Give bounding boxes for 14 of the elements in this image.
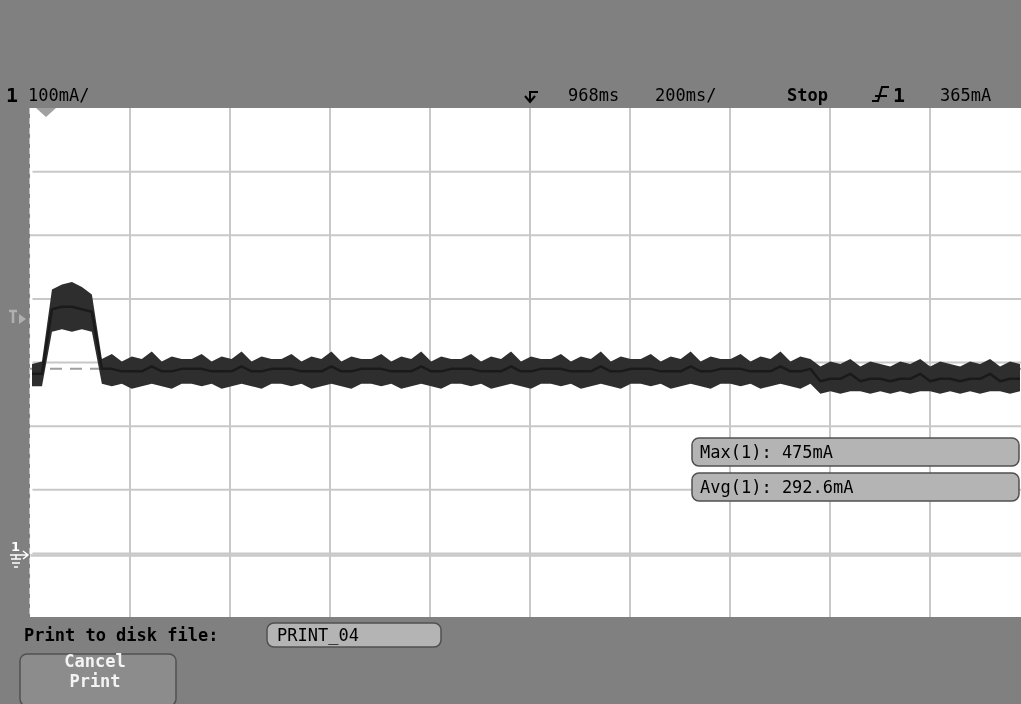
readout-field: Avg(1): 292.6mA [691,472,1020,502]
readout-field: PRINT_04 [266,622,442,648]
text: Stop [787,85,828,105]
text: Print to disk file: [24,625,219,645]
text: 365mA [940,85,992,105]
text: 968ms [568,85,620,105]
annotation: Avg(1): 292.6mA [700,477,854,497]
annotation: Max(1): 475mA [700,442,834,462]
text: 200ms/ [655,85,717,105]
text: 100mA/ [28,85,90,105]
readout-field: Max(1): 475mA [691,437,1020,467]
readout-field: Cancel Print [19,651,177,704]
text: 1 [6,83,19,107]
text: 1 [893,83,906,107]
